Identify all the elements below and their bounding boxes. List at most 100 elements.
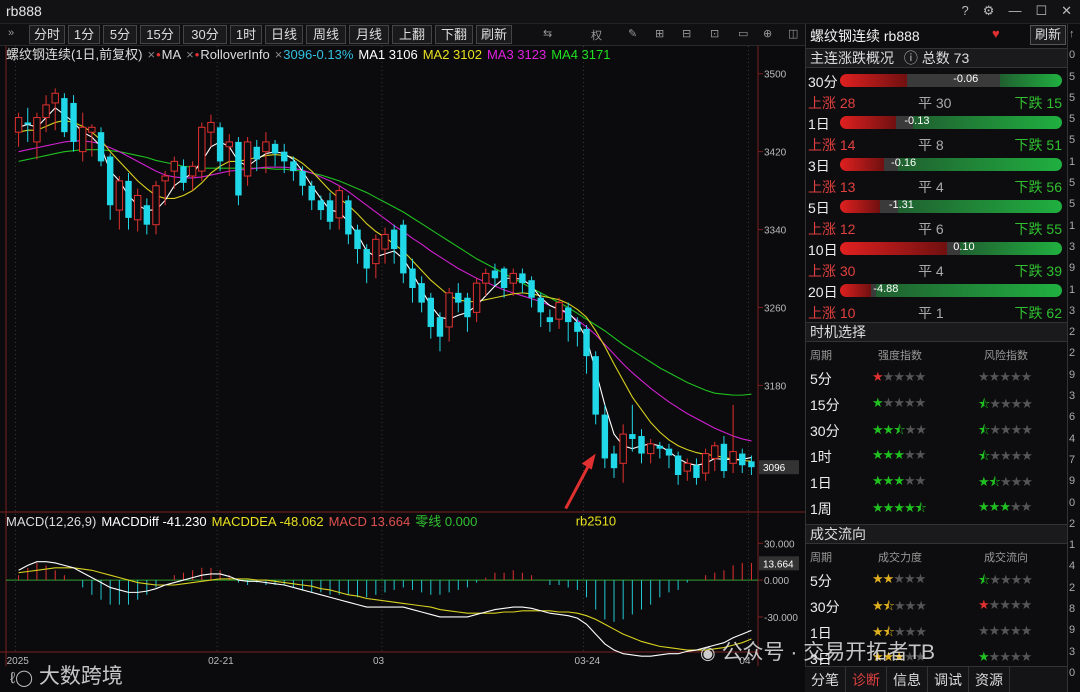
candle (629, 404, 636, 452)
expand-icon[interactable]: » (8, 27, 15, 39)
btn-monthly[interactable]: 月线 (349, 25, 389, 44)
panel-tab[interactable]: 调试 (928, 667, 969, 692)
edge-value: 7 (1069, 453, 1076, 466)
overview-bar-row: 5日 -1.31 (806, 196, 1068, 217)
swap-icon[interactable]: ⇆ (543, 28, 553, 40)
candle (115, 176, 124, 230)
star-empty-icon: ★ (1020, 369, 1033, 384)
btn-1min[interactable]: 1分 (68, 25, 100, 44)
overview-bar-row: 3日 -0.16 (806, 154, 1068, 175)
window-icon[interactable]: ⊡ (710, 28, 720, 40)
timing-row[interactable]: 30分 ★★⯪★★ ⯪★★★★ (806, 416, 1068, 442)
candle-body (519, 273, 526, 284)
maximize-button[interactable]: ☐ (1035, 3, 1048, 18)
btn-15min[interactable]: 15分 (140, 25, 180, 44)
star-empty-icon: ★ (989, 572, 1001, 587)
star-half-icon: ⯪ (893, 422, 905, 437)
candle (610, 445, 618, 478)
flow-row[interactable]: 1日 ★⯪★★★ ★★★★★ (806, 618, 1068, 644)
candle (180, 159, 187, 191)
btn-tick[interactable]: 分时 (29, 25, 65, 44)
btn-page-up[interactable]: 上翻 (392, 25, 432, 44)
candle (574, 317, 581, 347)
star-empty-icon: ★ (1010, 422, 1023, 437)
btn-refresh[interactable]: 刷新 (476, 25, 512, 44)
panel-refresh-button[interactable]: 刷新 (1030, 25, 1067, 45)
candle (583, 325, 590, 374)
watermark-right: ◉ 公众号 · 交易开拓者TB (700, 641, 936, 664)
favorite-icon[interactable]: ♥ (992, 26, 1000, 41)
edge-value: 5 (1069, 134, 1076, 147)
edge-value: 9 (1069, 368, 1076, 381)
candle-body (555, 302, 563, 320)
candle (354, 224, 361, 264)
candle (409, 258, 416, 303)
timing-row[interactable]: 1时 ★★★★★ ⯪★★★★ (806, 442, 1068, 468)
flow-row[interactable]: 30分 ★⯪★★★ ★★★★★ (806, 592, 1068, 618)
change-value: 0.10 (953, 242, 975, 253)
flow-row[interactable]: 3日 ★★★★★ ★★★★★ (806, 644, 1068, 670)
draw-icon[interactable]: ✎ (628, 28, 638, 40)
edge-value: 4 (1069, 432, 1076, 445)
star-empty-icon: ★ (903, 369, 916, 384)
panel-tab[interactable]: 资源 (969, 667, 1010, 692)
flat-count: 平 30 (918, 95, 952, 111)
btn-30min[interactable]: 30分 (183, 25, 227, 44)
star-filled-icon: ★ (872, 395, 884, 410)
btn-5min[interactable]: 5分 (103, 25, 137, 44)
candle (509, 268, 517, 296)
column-header: 强度指数 (878, 350, 922, 362)
candle-body (482, 272, 490, 284)
timing-row[interactable]: 1周 ★★★★⯪ ★★★★★ (806, 494, 1068, 520)
up-count: 上涨 28 (808, 95, 856, 111)
help-icon[interactable]: ? (961, 3, 969, 18)
ma4-line (18, 149, 752, 396)
timing-row[interactable]: 5分 ★★★★★ ★★★★★ (806, 364, 1068, 390)
timing-row[interactable]: 1日 ★★★★★ ★⯪★★★ (806, 468, 1068, 494)
candle-body (216, 127, 224, 162)
star-empty-icon: ★ (988, 649, 1001, 664)
period-label: 3日 (810, 651, 832, 667)
up-count: 上涨 13 (808, 179, 856, 195)
timing-header: 周期 强度指数 风险指数 (806, 344, 1068, 362)
candle (326, 192, 334, 230)
candle-body (33, 117, 41, 143)
edge-value: 1 (1069, 539, 1076, 552)
panel-tab[interactable]: 诊断 (846, 667, 887, 692)
help-icon[interactable]: ⓘ (903, 50, 918, 66)
layout-icon[interactable]: ⊟ (682, 28, 692, 40)
candle-body (701, 453, 710, 474)
star-empty-icon: ★ (893, 598, 906, 613)
star-empty-icon: ★ (999, 396, 1012, 411)
split-icon[interactable]: ◫ (788, 28, 799, 40)
zoom-icon[interactable]: ⊕ (763, 28, 773, 40)
rights-icon[interactable]: 权 (591, 30, 602, 42)
candle-body (326, 200, 334, 222)
legend-item: MA3 3123 (486, 47, 547, 62)
panel-tab[interactable]: 分笔 (805, 667, 846, 692)
candle (720, 436, 728, 478)
timing-row[interactable]: 15分 ★★★★★ ⯪★★★★ (806, 390, 1068, 416)
overview-count-row: 上涨 13 平 4 下跌 56 (806, 175, 1068, 196)
flow-row[interactable]: 5分 ★★★★★ ⯪★★★★ (806, 566, 1068, 592)
macd-legend-item: MACD(12,26,9) (6, 514, 97, 529)
grid-icon[interactable]: ⊞ (655, 28, 665, 40)
candlestick-chart[interactable]: 3500 3420 3340 3260 3180 3096 rb2510 30.000 0.00… (0, 46, 805, 666)
column-header: 成交流向 (984, 552, 1028, 564)
btn-daily[interactable]: 日线 (265, 25, 303, 44)
candle-body (464, 297, 471, 318)
candle-body (619, 433, 627, 464)
settings-icon[interactable]: ⚙ (982, 3, 995, 18)
btn-page-down[interactable]: 下翻 (435, 25, 473, 44)
panel-icon[interactable]: ▭ (738, 28, 749, 40)
bar-segment (913, 116, 1062, 129)
candle (528, 276, 535, 308)
close-button[interactable]: ✕ (1061, 3, 1072, 18)
minimize-button[interactable]: — (1008, 3, 1022, 18)
btn-weekly[interactable]: 周线 (306, 25, 346, 44)
panel-tab[interactable]: 信息 (887, 667, 928, 692)
candle-body (409, 268, 416, 288)
down-count: 下跌 62 (1014, 305, 1062, 321)
btn-1h[interactable]: 1时 (230, 25, 262, 44)
rating-stars: ⯪★★★★ (978, 447, 1033, 469)
